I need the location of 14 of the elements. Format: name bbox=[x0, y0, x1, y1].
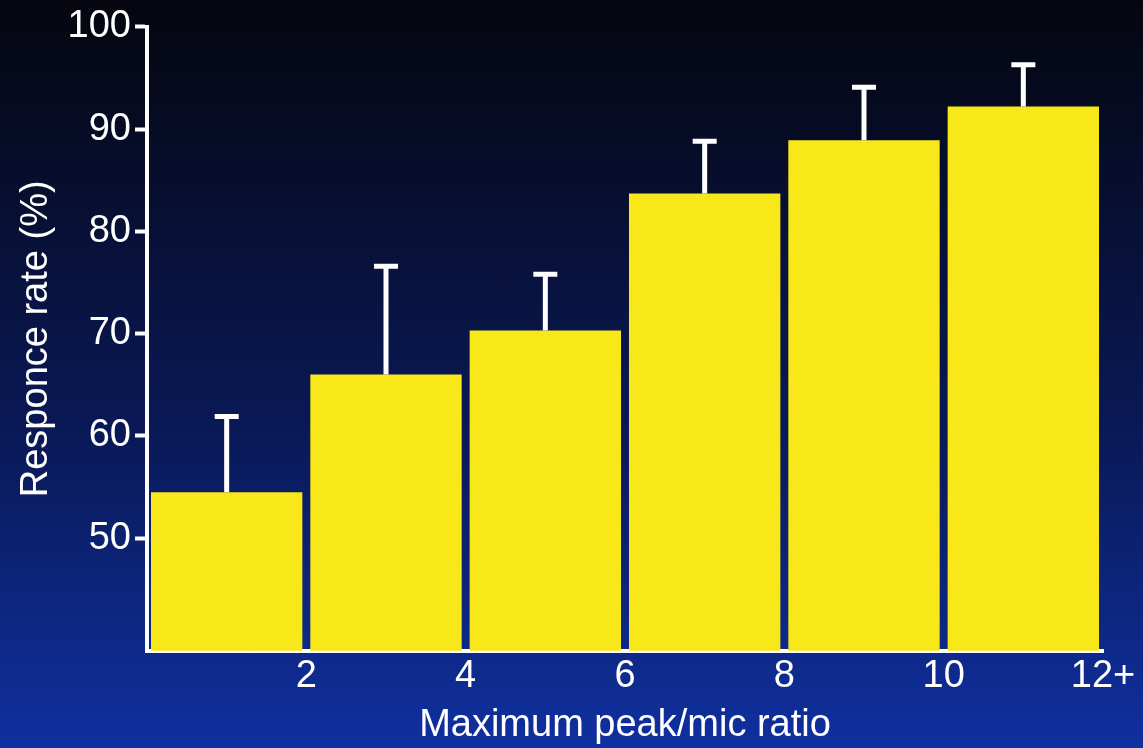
x-axis-title: Maximum peak/mic ratio bbox=[419, 701, 831, 744]
x-tick-label: 8 bbox=[773, 653, 795, 696]
y-tick-label: 70 bbox=[88, 310, 131, 353]
x-tick-label: 2 bbox=[295, 653, 317, 696]
y-tick-label: 80 bbox=[88, 207, 131, 250]
x-tick-label: 6 bbox=[614, 653, 636, 696]
y-tick-label: 50 bbox=[88, 514, 131, 557]
x-tick-label: 4 bbox=[455, 653, 477, 696]
y-tick-label: 100 bbox=[67, 3, 131, 46]
y-tick-label: 60 bbox=[88, 412, 131, 455]
y-axis-title: Responce rate (%) bbox=[13, 180, 56, 498]
x-tick-label: 12+ bbox=[1070, 653, 1136, 696]
x-tick-label: 10 bbox=[922, 653, 965, 696]
y-tick-label: 90 bbox=[88, 105, 131, 148]
